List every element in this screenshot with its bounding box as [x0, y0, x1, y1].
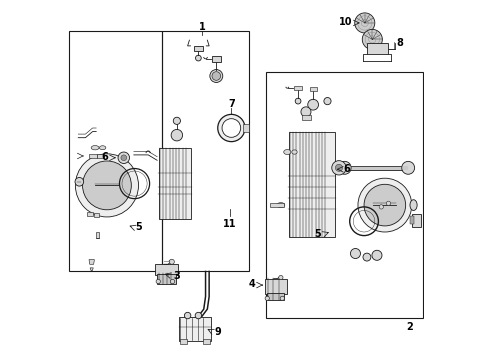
Text: 1: 1	[198, 22, 205, 32]
Circle shape	[364, 184, 406, 226]
Bar	[87, 212, 93, 216]
Ellipse shape	[410, 200, 417, 211]
Circle shape	[355, 13, 375, 33]
Bar	[410, 216, 414, 225]
Circle shape	[295, 98, 301, 104]
Bar	[89, 154, 97, 158]
Circle shape	[402, 161, 415, 174]
Bar	[180, 339, 187, 343]
Bar	[344, 166, 408, 170]
Bar	[155, 264, 177, 275]
Circle shape	[184, 312, 191, 319]
Circle shape	[372, 250, 382, 260]
Circle shape	[75, 177, 84, 186]
Circle shape	[195, 312, 201, 319]
Text: 5: 5	[314, 229, 321, 239]
Circle shape	[171, 130, 183, 141]
Circle shape	[218, 114, 245, 141]
Circle shape	[386, 201, 391, 206]
Circle shape	[173, 117, 180, 125]
Circle shape	[121, 155, 126, 161]
Text: 6: 6	[343, 164, 350, 174]
Bar	[367, 43, 388, 54]
Text: 7: 7	[228, 99, 235, 109]
Circle shape	[379, 205, 383, 209]
Circle shape	[363, 253, 371, 261]
Circle shape	[350, 248, 361, 258]
Circle shape	[171, 279, 175, 284]
Bar	[157, 274, 176, 284]
Circle shape	[308, 99, 319, 110]
Ellipse shape	[91, 145, 99, 150]
Bar	[212, 56, 220, 62]
Polygon shape	[89, 260, 95, 264]
Text: 6: 6	[101, 152, 108, 162]
Bar	[267, 293, 285, 301]
Circle shape	[324, 98, 331, 105]
Text: 9: 9	[214, 327, 221, 337]
Bar	[95, 213, 99, 217]
Text: 4: 4	[249, 279, 256, 289]
Ellipse shape	[292, 150, 297, 154]
Circle shape	[82, 161, 131, 210]
Bar	[270, 203, 285, 207]
Bar	[203, 339, 210, 343]
Circle shape	[156, 279, 160, 284]
Circle shape	[212, 72, 220, 80]
Bar	[289, 132, 335, 237]
Circle shape	[368, 44, 377, 53]
Circle shape	[170, 259, 174, 264]
Polygon shape	[90, 268, 93, 271]
Bar	[96, 232, 99, 238]
Text: 8: 8	[396, 38, 403, 48]
Text: 2: 2	[407, 322, 414, 332]
Circle shape	[338, 161, 351, 174]
Ellipse shape	[99, 146, 106, 150]
Bar	[179, 317, 211, 341]
Bar	[97, 154, 104, 158]
Circle shape	[265, 296, 270, 301]
Circle shape	[332, 161, 346, 175]
Circle shape	[279, 275, 283, 280]
Bar	[266, 72, 422, 318]
Bar	[159, 148, 191, 220]
Circle shape	[335, 164, 343, 171]
Bar	[294, 86, 302, 90]
Ellipse shape	[284, 149, 291, 154]
Bar	[162, 31, 249, 271]
Text: 5: 5	[136, 222, 143, 232]
Text: 3: 3	[173, 271, 180, 281]
Bar	[69, 31, 162, 271]
Bar	[194, 46, 203, 51]
Text: 11: 11	[223, 219, 237, 229]
Circle shape	[280, 296, 285, 301]
Bar	[265, 279, 287, 294]
Circle shape	[222, 119, 241, 137]
Circle shape	[362, 30, 382, 49]
Circle shape	[196, 55, 201, 61]
Bar	[243, 125, 249, 132]
Circle shape	[75, 154, 139, 217]
Circle shape	[118, 152, 129, 163]
Circle shape	[301, 107, 311, 117]
Ellipse shape	[277, 203, 285, 208]
Bar	[302, 115, 311, 120]
Bar	[412, 214, 421, 226]
Circle shape	[210, 69, 223, 82]
Text: 10: 10	[339, 17, 353, 27]
Bar	[310, 87, 317, 91]
Circle shape	[358, 178, 412, 232]
